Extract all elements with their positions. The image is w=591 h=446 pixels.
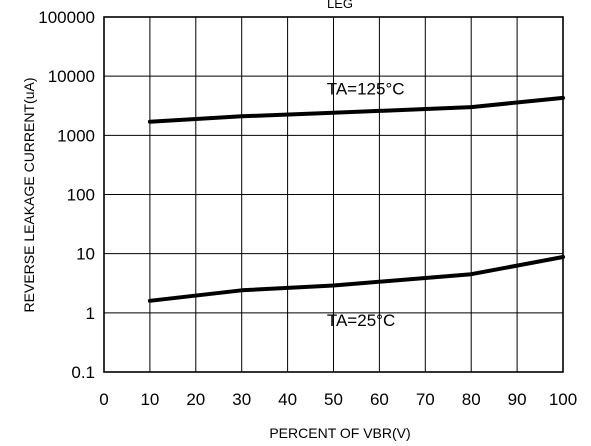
y-tick-label: 100	[67, 186, 95, 205]
series-line-1	[147, 95, 565, 124]
y-tick-label: 1000	[57, 126, 95, 145]
x-tick-label: 0	[99, 390, 108, 409]
x-tick-label: 40	[278, 390, 297, 409]
y-tick-label: 10000	[48, 67, 95, 86]
y-tick-label: 1	[86, 304, 95, 323]
series-annotation: TA=125°C	[327, 79, 405, 98]
x-tick-label: 60	[370, 390, 389, 409]
x-tick-label: 90	[508, 390, 527, 409]
chart-title: LEG	[327, 0, 353, 11]
x-axis-label: PERCENT OF VBR(V)	[269, 425, 410, 441]
y-tick-label: 10	[76, 245, 95, 264]
annotations: TA=125°C TA=25°C	[327, 79, 405, 330]
x-tick-label: 50	[324, 390, 343, 409]
tick-labels: 0 10 20 30 40 50 60 70 80 90 100 0.1 1 10 100 1000 10000…	[38, 8, 577, 409]
y-tick-label: 100000	[38, 8, 95, 27]
x-tick-label: 10	[140, 390, 159, 409]
x-tick-label: 30	[232, 390, 251, 409]
x-tick-label: 20	[186, 390, 205, 409]
y-tick-label: 0.1	[71, 363, 95, 382]
series-layer	[147, 95, 565, 303]
x-tick-label: 100	[549, 390, 577, 409]
y-axis-label: REVERSE LEAKAGE CURRENT(uA)	[21, 78, 37, 313]
plot-frame	[103, 16, 564, 373]
grid-lines	[104, 17, 563, 372]
x-tick-label: 70	[416, 390, 435, 409]
series-line-2	[147, 255, 565, 303]
series-annotation: TA=25°C	[327, 311, 395, 330]
x-tick-label: 80	[462, 390, 481, 409]
